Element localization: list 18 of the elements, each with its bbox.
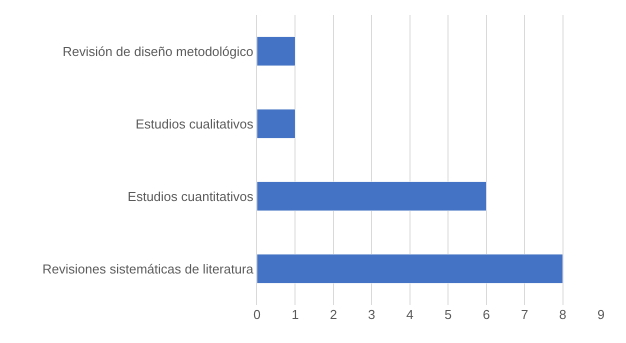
bar [257, 254, 564, 284]
x-tick-label: 1 [292, 307, 299, 322]
y-tick-label: Estudios cualitativos [136, 116, 254, 132]
y-tick-label: Revisiones sistemáticas de literatura [42, 261, 254, 276]
x-tick-label: 4 [406, 307, 414, 322]
x-tick-label: 5 [444, 307, 452, 322]
x-tick-label: 6 [482, 307, 490, 322]
x-tick-label: 9 [597, 307, 605, 322]
bar [257, 36, 296, 66]
y-tick-label: Estudios cuantitativos [128, 188, 254, 204]
bar [257, 182, 487, 211]
y-tick-label: Revisión de diseño metodológico [62, 44, 254, 59]
x-tick-label: 8 [559, 307, 566, 322]
x-tick-label: 7 [520, 307, 528, 322]
bar [257, 109, 296, 138]
x-tick-label: 0 [253, 307, 261, 322]
x-tick-label: 2 [330, 307, 338, 322]
x-tick-label: 3 [368, 307, 376, 322]
